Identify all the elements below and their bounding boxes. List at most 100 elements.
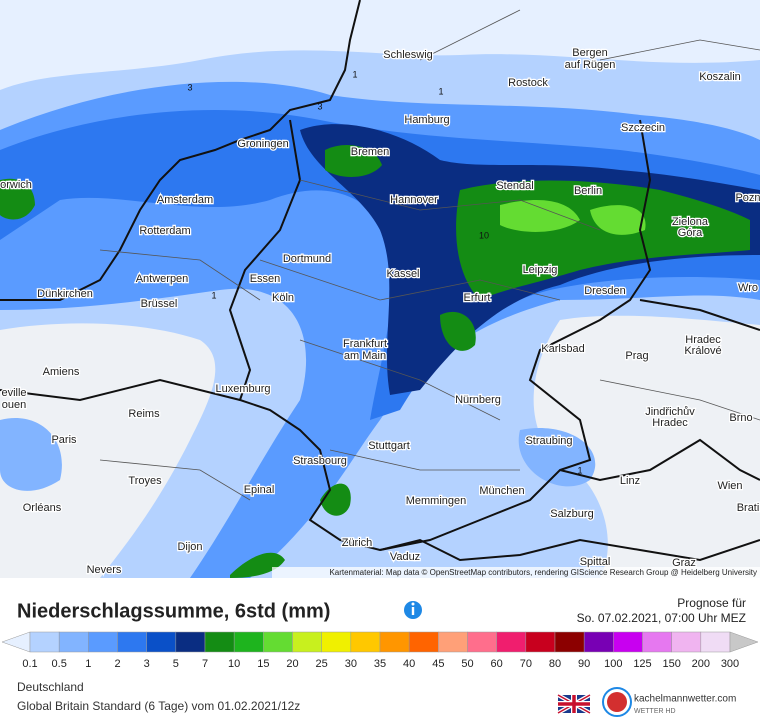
model: Global Britain Standard (6 Tage) vom 01.…: [17, 699, 300, 713]
colorbar: 0.1 0.5 1 2 3 5 7 10 15 20 25 30 35 40 45 50 60 70 80 90 100…: [1, 631, 759, 670]
contour-label: 3: [317, 101, 322, 111]
colorbar-segment: [496, 631, 527, 653]
colorbar-label: 25: [316, 658, 328, 670]
city-label: Epinal: [244, 484, 275, 496]
colorbar-label: 10: [228, 658, 240, 670]
brand: kachelmannwetter.com: [634, 694, 736, 705]
city-label: Groningen: [237, 138, 288, 150]
attribution-bg: [272, 567, 760, 578]
colorbar-segment: [700, 631, 731, 653]
forecast-label: Prognose für: [677, 596, 746, 610]
colorbar-segment: [408, 631, 439, 653]
logo-core: [607, 692, 627, 712]
city-label: Zürich: [342, 537, 373, 549]
colorbar-label: 50: [461, 658, 473, 670]
info-bar: [411, 607, 415, 615]
city-label: Szczecin: [621, 122, 665, 134]
city-label: Spittal: [580, 556, 611, 568]
city-label: Salzburg: [550, 508, 593, 520]
city-label: Brno: [729, 412, 752, 424]
city-label: Hradec: [685, 334, 721, 346]
city-label: Brati: [737, 502, 760, 514]
colorbar-label: 20: [286, 658, 298, 670]
city-label: Troyes: [128, 475, 162, 487]
colorbar-label: 150: [662, 658, 680, 670]
city-label: Stuttgart: [368, 440, 410, 452]
city-label: Hannover: [390, 194, 438, 206]
colorbar-segment: [350, 631, 381, 653]
colorbar-label: 80: [549, 658, 561, 670]
colorbar-label: 45: [432, 658, 444, 670]
colorbar-segment: [379, 631, 410, 653]
city-label: Amsterdam: [157, 194, 213, 206]
city-label: München: [479, 485, 524, 497]
city-label: Luxemburg: [215, 383, 270, 395]
city-label: Dijon: [177, 541, 202, 553]
no-precip: [0, 315, 760, 578]
city-label: Dünkirchen: [37, 288, 93, 300]
colorbar-segment: [642, 631, 672, 653]
colorbar-label: 100: [604, 658, 622, 670]
colorbar-high-end: [729, 631, 759, 653]
city-label: Amiens: [43, 366, 80, 378]
colorbar-segment: [263, 631, 293, 653]
city-label: Paris: [51, 434, 77, 446]
city-label: Dresden: [584, 285, 626, 297]
city-label: Brüssel: [141, 298, 178, 310]
info-dot: [411, 602, 415, 606]
contour-labels: 3 1 3 1 10 1 1: [187, 69, 582, 475]
city-label: Wien: [717, 480, 742, 492]
colorbar-label: 30: [345, 658, 357, 670]
colorbar-label: 0.5: [52, 658, 67, 670]
city-label: Memmingen: [406, 495, 467, 507]
city-label: Zielona: [672, 216, 709, 228]
city-label: Berlin: [574, 185, 602, 197]
city-label: orwich: [0, 179, 32, 191]
contour-label: 1: [211, 290, 216, 300]
city-label: Prag: [625, 350, 648, 362]
city-label: Karlsbad: [541, 343, 584, 355]
colorbar-label: 60: [491, 658, 503, 670]
city-label: Straubing: [525, 435, 572, 447]
city-label: Kassel: [386, 268, 419, 280]
colorbar-label: 70: [520, 658, 532, 670]
city-label: Orléans: [23, 502, 62, 514]
city-label: Hamburg: [404, 114, 449, 126]
colorbar-low-end: [1, 631, 31, 653]
city-label: Antwerpen: [136, 273, 189, 285]
coastline: [0, 0, 361, 301]
info-icon[interactable]: [404, 601, 422, 619]
forecast-time: So. 07.02.2021, 07:00 Uhr MEZ: [577, 611, 746, 625]
language-flag[interactable]: [557, 693, 591, 715]
region: Deutschland: [17, 680, 84, 694]
colorbar-segment: [175, 631, 206, 653]
city-label: Leipzig: [523, 264, 558, 276]
colorbar-segment: [671, 631, 702, 653]
colorbar-label: 90: [578, 658, 590, 670]
colorbar-segment: [554, 631, 585, 653]
city-label: Nürnberg: [455, 394, 501, 406]
colorbar-label: 35: [374, 658, 386, 670]
city-label: Rotterdam: [139, 225, 190, 237]
precip-lightgreen: [500, 200, 646, 235]
colorbar-label: 40: [403, 658, 415, 670]
city-label: Bremen: [351, 146, 390, 158]
contour-label: 3: [187, 82, 192, 92]
flag-cross-red: [558, 695, 590, 713]
colorbar-label: 300: [721, 658, 739, 670]
colorbar-label: 15: [257, 658, 269, 670]
colorbar-segment: [321, 631, 352, 653]
colorbar-segment: [204, 631, 235, 653]
brand-logo[interactable]: [602, 687, 632, 717]
city-label: Koszalin: [699, 71, 741, 83]
city-label: Hradec: [652, 417, 688, 429]
colorbar-segment: [525, 631, 556, 653]
city-label: eville: [1, 387, 26, 399]
colorbar-label: 200: [692, 658, 710, 670]
city-label: auf Rügen: [565, 59, 616, 71]
colorbar-segment: [117, 631, 147, 653]
colorbar-label: 1: [85, 658, 91, 670]
colorbar-label: 125: [633, 658, 651, 670]
